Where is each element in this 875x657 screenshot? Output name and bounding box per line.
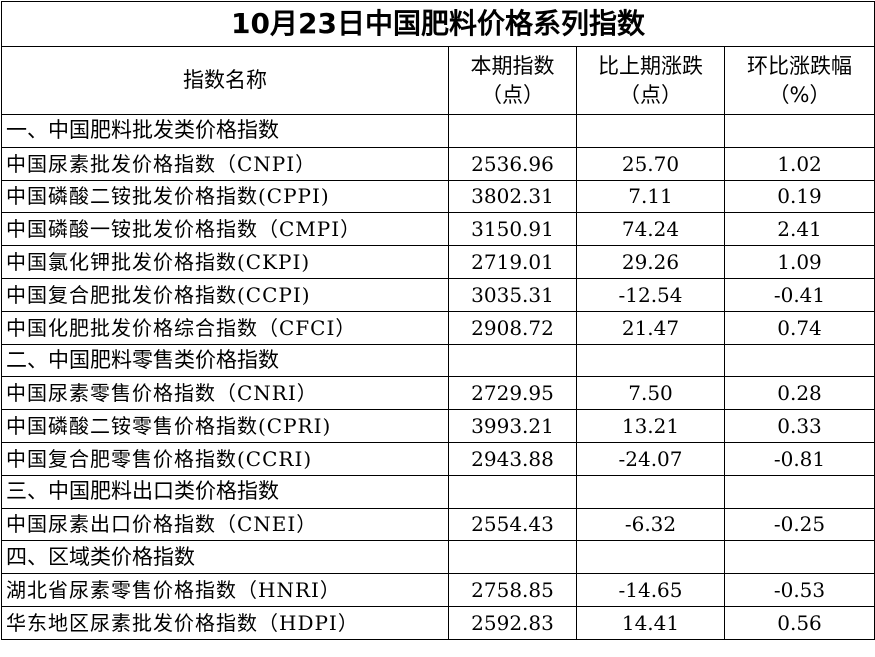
current-index-cell: 3993.21	[448, 409, 577, 443]
percent-change-cell: -0.53	[724, 573, 875, 607]
index-name-cell: 中国磷酸一铵批发价格指数（CMPI）	[1, 212, 449, 247]
header-percent-change: 环比涨跌幅 （%）	[724, 46, 875, 115]
section-empty-cell	[448, 540, 577, 575]
change-cell: 25.70	[576, 146, 725, 181]
change-cell: 29.26	[576, 245, 725, 279]
index-name-cell: 中国化肥批发价格综合指数（CFCI）	[1, 310, 449, 345]
index-name-cell: 中国尿素零售价格指数（CNRI）	[1, 376, 449, 411]
section-row: 二、中国肥料零售类价格指数	[1, 343, 875, 378]
table-row: 中国磷酸二铵批发价格指数(CPPI) 3802.31 7.11 0.19	[1, 179, 875, 214]
current-index-cell: 2908.72	[448, 310, 577, 345]
section-title: 三、中国肥料出口类价格指数	[1, 474, 449, 509]
change-cell: 7.11	[576, 179, 725, 214]
current-index-cell: 3802.31	[448, 179, 577, 214]
section-row: 三、中国肥料出口类价格指数	[1, 474, 875, 509]
percent-change-cell: -0.41	[724, 277, 875, 312]
index-name-cell: 华东地区尿素批发价格指数（HDPI）	[1, 605, 449, 640]
header-change-label: 比上期涨跌	[598, 54, 703, 79]
index-name-cell: 中国复合肥零售价格指数(CCRI)	[1, 441, 449, 476]
change-cell: -12.54	[576, 277, 725, 312]
change-cell: -6.32	[576, 507, 725, 542]
index-name-cell: 中国磷酸二铵零售价格指数(CPRI)	[1, 409, 449, 443]
table-row: 中国磷酸二铵零售价格指数(CPRI) 3993.21 13.21 0.33	[1, 409, 875, 443]
percent-change-cell: 0.56	[724, 605, 875, 640]
table-row: 中国化肥批发价格综合指数（CFCI） 2908.72 21.47 0.74	[1, 310, 875, 345]
current-index-cell: 2729.95	[448, 376, 577, 411]
section-empty-cell	[576, 114, 725, 148]
section-title: 一、中国肥料批发类价格指数	[1, 114, 449, 148]
header-percent-change-label: 环比涨跌幅	[747, 54, 852, 79]
change-cell: 7.50	[576, 376, 725, 411]
section-empty-cell	[576, 474, 725, 509]
table-row: 中国尿素出口价格指数（CNEI） 2554.43 -6.32 -0.25	[1, 507, 875, 542]
section-title: 二、中国肥料零售类价格指数	[1, 343, 449, 378]
header-index-name: 指数名称	[1, 46, 449, 115]
change-cell: -14.65	[576, 573, 725, 607]
section-row: 一、中国肥料批发类价格指数	[1, 114, 875, 148]
index-name-cell: 中国尿素批发价格指数（CNPI）	[1, 146, 449, 181]
current-index-cell: 2536.96	[448, 146, 577, 181]
percent-change-cell: 1.02	[724, 146, 875, 181]
change-cell: 14.41	[576, 605, 725, 640]
section-row: 四、区域类价格指数	[1, 540, 875, 575]
header-change: 比上期涨跌 （点）	[576, 46, 725, 115]
table-row: 中国尿素零售价格指数（CNRI） 2729.95 7.50 0.28	[1, 376, 875, 411]
section-empty-cell	[724, 540, 875, 575]
section-empty-cell	[724, 343, 875, 378]
header-change-unit: （点）	[619, 82, 682, 107]
percent-change-cell: 1.09	[724, 245, 875, 279]
change-cell: 21.47	[576, 310, 725, 345]
change-cell: -24.07	[576, 441, 725, 476]
table-row: 中国磷酸一铵批发价格指数（CMPI） 3150.91 74.24 2.41	[1, 212, 875, 247]
change-cell: 74.24	[576, 212, 725, 247]
title-row: 10月23日中国肥料价格系列指数	[1, 1, 875, 47]
section-title: 四、区域类价格指数	[1, 540, 449, 575]
current-index-cell: 2758.85	[448, 573, 577, 607]
header-current-index: 本期指数 （点）	[448, 46, 577, 115]
table-title: 10月23日中国肥料价格系列指数	[1, 1, 875, 47]
table-row: 中国复合肥批发价格指数(CCPI) 3035.31 -12.54 -0.41	[1, 277, 875, 312]
percent-change-cell: 0.28	[724, 376, 875, 411]
section-empty-cell	[576, 343, 725, 378]
table-row: 湖北省尿素零售价格指数（HNRI） 2758.85 -14.65 -0.53	[1, 573, 875, 607]
header-current-index-label: 本期指数	[470, 54, 555, 79]
percent-change-cell: -0.25	[724, 507, 875, 542]
table-row: 中国尿素批发价格指数（CNPI） 2536.96 25.70 1.02	[1, 146, 875, 181]
header-percent-change-unit: （%）	[768, 82, 831, 107]
percent-change-cell: 0.19	[724, 179, 875, 214]
percent-change-cell: 0.33	[724, 409, 875, 443]
index-name-cell: 中国磷酸二铵批发价格指数(CPPI)	[1, 179, 449, 214]
current-index-cell: 2592.83	[448, 605, 577, 640]
change-cell: 13.21	[576, 409, 725, 443]
percent-change-cell: 2.41	[724, 212, 875, 247]
percent-change-cell: 0.74	[724, 310, 875, 345]
table-row: 中国复合肥零售价格指数(CCRI) 2943.88 -24.07 -0.81	[1, 441, 875, 476]
header-current-index-unit: （点）	[481, 82, 544, 107]
current-index-cell: 2554.43	[448, 507, 577, 542]
section-empty-cell	[448, 343, 577, 378]
current-index-cell: 3035.31	[448, 277, 577, 312]
index-name-cell: 中国氯化钾批发价格指数(CKPI)	[1, 245, 449, 279]
index-name-cell: 中国复合肥批发价格指数(CCPI)	[1, 277, 449, 312]
percent-change-cell: -0.81	[724, 441, 875, 476]
current-index-cell: 2719.01	[448, 245, 577, 279]
section-empty-cell	[724, 474, 875, 509]
table-row: 中国氯化钾批发价格指数(CKPI) 2719.01 29.26 1.09	[1, 245, 875, 279]
fertilizer-price-index-table: 10月23日中国肥料价格系列指数 指数名称 本期指数 （点） 比上期涨跌 （点）…	[1, 1, 875, 640]
section-empty-cell	[724, 114, 875, 148]
table-row: 华东地区尿素批发价格指数（HDPI） 2592.83 14.41 0.56	[1, 605, 875, 640]
section-empty-cell	[448, 114, 577, 148]
index-name-cell: 中国尿素出口价格指数（CNEI）	[1, 507, 449, 542]
current-index-cell: 3150.91	[448, 212, 577, 247]
index-name-cell: 湖北省尿素零售价格指数（HNRI）	[1, 573, 449, 607]
header-row: 指数名称 本期指数 （点） 比上期涨跌 （点） 环比涨跌幅 （%）	[1, 46, 875, 115]
section-empty-cell	[576, 540, 725, 575]
section-empty-cell	[448, 474, 577, 509]
current-index-cell: 2943.88	[448, 441, 577, 476]
